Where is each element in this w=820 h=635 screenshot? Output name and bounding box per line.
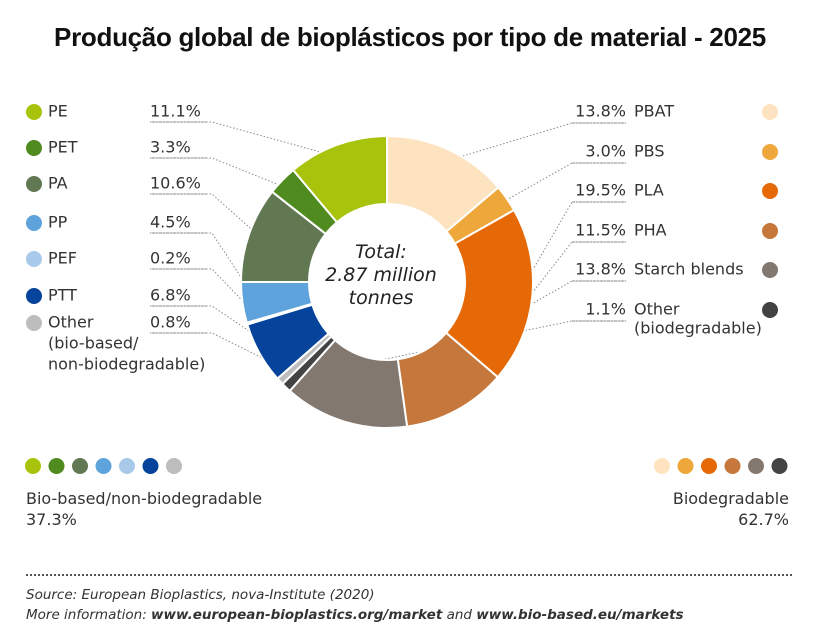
legend-label-pet: PET xyxy=(48,138,78,157)
group-dot-pe xyxy=(25,458,41,474)
legend-label-pe: PE xyxy=(48,102,68,121)
legend-label-other-bio-based-non-biodegradable-line-3: non-biodegradable) xyxy=(48,355,205,374)
footer-divider xyxy=(26,574,792,576)
legend-swatch-pbs xyxy=(762,144,778,160)
leader-pla xyxy=(517,201,626,296)
link-bio-based[interactable]: www.bio-based.eu/markets xyxy=(476,607,684,623)
legend-label-other-bio-based-non-biodegradable-line-2: (bio-based/ xyxy=(48,334,139,353)
group-dot-pa xyxy=(72,458,88,474)
group-label-right: Biodegradable 62.7% xyxy=(673,488,789,530)
legend-label-pha: PHA xyxy=(634,221,667,240)
value-label-starch-blends: 13.8% xyxy=(575,260,626,279)
legend-label-starch-blends: Starch blends xyxy=(634,260,744,279)
leader-pp xyxy=(150,232,257,301)
legend-label-ptt: PTT xyxy=(48,286,77,305)
group-dot-starch-blends xyxy=(748,458,764,474)
group-dot-pbs xyxy=(677,458,694,474)
legend-label-pp: PP xyxy=(48,213,68,232)
group-dot-other-bio-based-non-biodegradable xyxy=(166,458,182,474)
legend-swatch-pe xyxy=(26,104,42,120)
value-label-other-bio-based-non-biodegradable: 0.8% xyxy=(150,313,191,332)
legend-label-other-bio-based-non-biodegradable: Other xyxy=(48,313,94,332)
legend-swatch-pef xyxy=(26,251,42,267)
value-label-pbs: 3.0% xyxy=(585,142,626,161)
leader-pe xyxy=(150,121,343,159)
legend-swatch-pla xyxy=(762,183,778,199)
legend-swatch-starch-blends xyxy=(762,262,778,278)
center-label-line-3: tonnes xyxy=(349,287,414,309)
more-info-and: and xyxy=(442,607,477,623)
value-label-pp: 4.5% xyxy=(150,213,191,232)
group-dot-pef xyxy=(119,458,135,474)
value-label-pha: 11.5% xyxy=(575,221,626,240)
group-value-right: 62.7% xyxy=(738,510,789,529)
value-label-pla: 19.5% xyxy=(575,181,626,200)
legend-label-other-biodegradable: Other xyxy=(634,300,680,319)
value-label-pet: 3.3% xyxy=(150,138,191,157)
leader-ptt xyxy=(150,305,273,347)
source-note: Source: European Bioplastics, nova-Insti… xyxy=(26,587,375,603)
center-label: Total: 2.87 million tonnes xyxy=(325,241,437,309)
group-dot-pbat xyxy=(654,458,670,474)
slice-labels: 13.8% PBAT 3.0% PBS 19.5% PLA 11.5% PHA 13.8% Sta… xyxy=(26,102,778,374)
leader-pbs xyxy=(494,162,626,207)
value-label-ptt: 6.8% xyxy=(150,286,191,305)
link-european-bioplastics[interactable]: www.european-bioplastics.org/market xyxy=(151,607,443,623)
group-name-left: Bio-based/non-biodegradable xyxy=(26,489,263,508)
value-label-pa: 10.6% xyxy=(150,174,201,193)
group-dot-pp xyxy=(95,458,112,474)
more-info: More information: www.european-bioplasti… xyxy=(26,607,684,623)
legend-label-pbat: PBAT xyxy=(634,102,674,121)
leader-pa xyxy=(150,193,263,240)
legend-swatch-ptt xyxy=(26,288,42,304)
legend-swatch-pbat xyxy=(762,104,778,120)
group-dot-ptt xyxy=(142,458,159,474)
group-dots xyxy=(25,458,788,474)
slice-pe xyxy=(291,134,388,224)
more-info-prefix: More information: xyxy=(26,607,152,623)
legend-label-pbs: PBS xyxy=(634,142,665,161)
value-label-other-biodegradable: 1.1% xyxy=(585,300,626,319)
legend-swatch-pha xyxy=(762,223,778,239)
group-dot-other-biodegradable xyxy=(771,458,788,474)
legend-swatch-pet xyxy=(26,140,42,156)
slice-pla xyxy=(444,208,534,379)
group-dot-pla xyxy=(701,458,717,474)
group-dot-pha xyxy=(724,458,741,474)
leader-lines xyxy=(150,121,626,409)
legend-swatch-other-biodegradable xyxy=(762,302,778,318)
group-name-right: Biodegradable xyxy=(672,489,789,508)
legend-label-pef: PEF xyxy=(48,249,77,268)
legend-swatch-other-bio-based-non-biodegradable xyxy=(26,315,42,331)
group-value-left: 37.3% xyxy=(26,510,77,529)
legend-label-other-biodegradable-line-2: (biodegradable) xyxy=(634,319,762,338)
leader-pbat xyxy=(442,122,626,163)
donut-chart: 13.8% PBAT 3.0% PBS 19.5% PLA 11.5% PHA 13.8% Sta… xyxy=(25,102,788,474)
leader-pef xyxy=(150,268,261,320)
leader-starch-blends xyxy=(348,280,626,409)
legend-label-pa: PA xyxy=(48,174,68,193)
chart-title: Produção global de bioplásticos por tipo… xyxy=(54,22,766,52)
value-label-pef: 0.2% xyxy=(150,249,191,268)
value-label-pbat: 13.8% xyxy=(575,102,626,121)
center-label-line-1: Total: xyxy=(355,241,407,263)
donut-slices xyxy=(239,134,534,429)
leader-pet xyxy=(150,157,293,191)
center-label-line-2: 2.87 million xyxy=(325,264,437,286)
leader-other-bio-based-non-biodegradable xyxy=(150,332,291,373)
group-dot-pet xyxy=(48,458,65,474)
value-label-pe: 11.1% xyxy=(150,102,201,121)
legend-swatch-pa xyxy=(26,176,42,192)
legend-label-pla: PLA xyxy=(634,181,664,200)
legend-swatch-pp xyxy=(26,215,42,231)
group-label-left: Bio-based/non-biodegradable 37.3% xyxy=(26,488,262,530)
